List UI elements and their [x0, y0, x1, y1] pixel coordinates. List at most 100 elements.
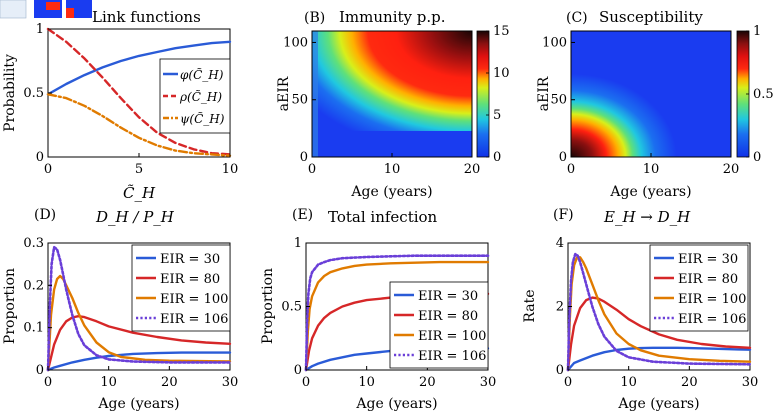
panel-e-legend: EIR = 30 EIR = 80 EIR = 100 EIR = 106 — [389, 281, 489, 369]
colorbar-tick-label: 0.5 — [753, 87, 773, 102]
thumbnail-overlay — [0, 0, 92, 19]
xtick-label: 30 — [742, 375, 759, 390]
legend-label: EIR = 100 — [418, 329, 486, 344]
ytick-label: 1 — [36, 22, 44, 37]
legend-a-label-phi: φ(C̃_H) — [180, 67, 224, 82]
ytick-label: 0.1 — [23, 321, 44, 336]
panel-f-xlabel: Age (years) — [617, 396, 699, 412]
panel-f-legend: EIR = 30 EIR = 80 EIR = 100 EIR = 106 — [649, 244, 749, 332]
xtick-label: 0 — [44, 162, 52, 177]
legend-label: EIR = 30 — [418, 289, 478, 304]
colorbar-tick-label: 5 — [493, 108, 501, 123]
legend-box — [649, 244, 749, 332]
colorbar-tick-label: 15 — [493, 24, 510, 39]
colorbar-tick-label: 0 — [753, 150, 761, 165]
panel-f-title: E_H → D_H — [603, 208, 691, 226]
panel-b-colorbar-ticks: 0 5 10 15 — [486, 24, 510, 165]
panel-a-xlabel: C̃_H — [123, 184, 156, 202]
panel-d-title: D_H / P_H — [95, 208, 175, 226]
panel-b-xlabel: Age (years) — [350, 184, 432, 200]
panel-c-heatmap — [571, 31, 731, 157]
panel-b-heatmap-top — [312, 31, 472, 131]
colorbar-tick-label: 0 — [493, 150, 501, 165]
panel-d-ylabel: Proportion — [2, 268, 18, 344]
xtick-label: 10 — [620, 375, 637, 390]
panel-d-xlabel: Age (years) — [97, 396, 179, 412]
legend-box — [131, 244, 231, 332]
xtick-label: 0 — [564, 375, 572, 390]
panel-b-heatmap-edge — [312, 31, 318, 157]
legend-box — [389, 281, 489, 369]
panel-d-label: (D) — [34, 207, 56, 223]
xtick-label: 10 — [384, 162, 401, 177]
panel-b-title: Immunity p.p. — [339, 8, 446, 26]
xtick-label: 20 — [681, 375, 698, 390]
legend-label: EIR = 100 — [160, 292, 228, 307]
panel-e-ticks: 0 10 20 30 0 0.5 1 — [281, 236, 496, 390]
legend-label: EIR = 106 — [418, 349, 486, 364]
xtick-label: 0 — [302, 375, 310, 390]
series-line-2 — [46, 93, 232, 157]
panel-b-label: (B) — [304, 10, 325, 26]
ytick-label: 0.2 — [23, 278, 44, 293]
panel-d-plot — [46, 245, 232, 372]
series-line-2 — [304, 260, 490, 372]
xtick-label: 20 — [723, 162, 740, 177]
panel-c-label: (C) — [566, 10, 588, 26]
panel-d-legend: EIR = 30 EIR = 80 EIR = 100 EIR = 106 — [131, 244, 231, 332]
series-line-1 — [46, 315, 232, 372]
ytick-label: 0 — [300, 150, 308, 165]
legend-label: EIR = 80 — [418, 309, 478, 324]
series-line-3 — [304, 254, 490, 372]
ytick-label: 50 — [291, 93, 308, 108]
legend-label: EIR = 106 — [160, 312, 228, 327]
legend-a-label-psi: ψ(C̃_H) — [180, 111, 225, 126]
xtick-label: 10 — [222, 162, 239, 177]
panel-e-xlabel: Age (years) — [355, 396, 437, 412]
xtick-label: 20 — [464, 162, 481, 177]
ytick-label: 50 — [550, 93, 567, 108]
panel-b-colorbar — [476, 30, 490, 158]
ytick-label: 0 — [556, 363, 564, 378]
xtick-label: 20 — [161, 375, 178, 390]
legend-label: EIR = 80 — [678, 272, 738, 287]
ytick-label: 100 — [283, 35, 308, 50]
ytick-label: 0 — [36, 150, 44, 165]
panel-f-ylabel: Rate — [522, 289, 538, 322]
panel-a-ylabel: Probability — [2, 54, 18, 132]
legend-label: EIR = 106 — [678, 312, 746, 327]
legend-label: EIR = 100 — [678, 292, 746, 307]
colorbar-tick-label: 10 — [493, 66, 510, 81]
panel-a: Link functions 0 5 10 0 0.5 1 Probability C̃_… — [0, 0, 238, 202]
panel-f-label: (F) — [553, 207, 574, 223]
ytick-label: 0 — [294, 363, 302, 378]
legend-label: EIR = 30 — [160, 252, 220, 267]
ytick-label: 0 — [36, 363, 44, 378]
xtick-label: 0 — [567, 162, 575, 177]
xtick-label: 20 — [419, 375, 436, 390]
legend-a-label-rho: ρ(C̃_H) — [179, 89, 222, 104]
ytick-label: 4 — [556, 236, 564, 251]
xtick-label: 0 — [44, 375, 52, 390]
xtick-label: 10 — [358, 375, 375, 390]
legend-label: EIR = 80 — [160, 272, 220, 287]
panel-a-title: Link functions — [92, 8, 201, 26]
panel-c-title: Susceptibility — [599, 8, 703, 26]
panel-d-ticks: 0 10 20 30 0 0.1 0.2 0.3 — [23, 236, 238, 390]
panel-e-title: Total infection — [328, 208, 438, 226]
panel-a-plot — [46, 27, 232, 157]
ytick-label: 0.5 — [23, 86, 44, 101]
ytick-label: 0.5 — [281, 300, 302, 315]
ytick-label: 100 — [542, 35, 567, 50]
series-line-3 — [566, 252, 752, 372]
panel-c-ylabel: aEIR — [536, 76, 552, 111]
panel-e-label: (E) — [292, 207, 313, 223]
xtick-label: 30 — [480, 375, 497, 390]
panel-f-plot — [566, 252, 752, 372]
ytick-label: 1 — [294, 236, 302, 251]
ytick-label: 0 — [559, 150, 567, 165]
xtick-label: 10 — [643, 162, 660, 177]
panel-a-legend: φ(C̃_H) ρ(C̃_H) ψ(C̃_H) — [159, 58, 231, 134]
